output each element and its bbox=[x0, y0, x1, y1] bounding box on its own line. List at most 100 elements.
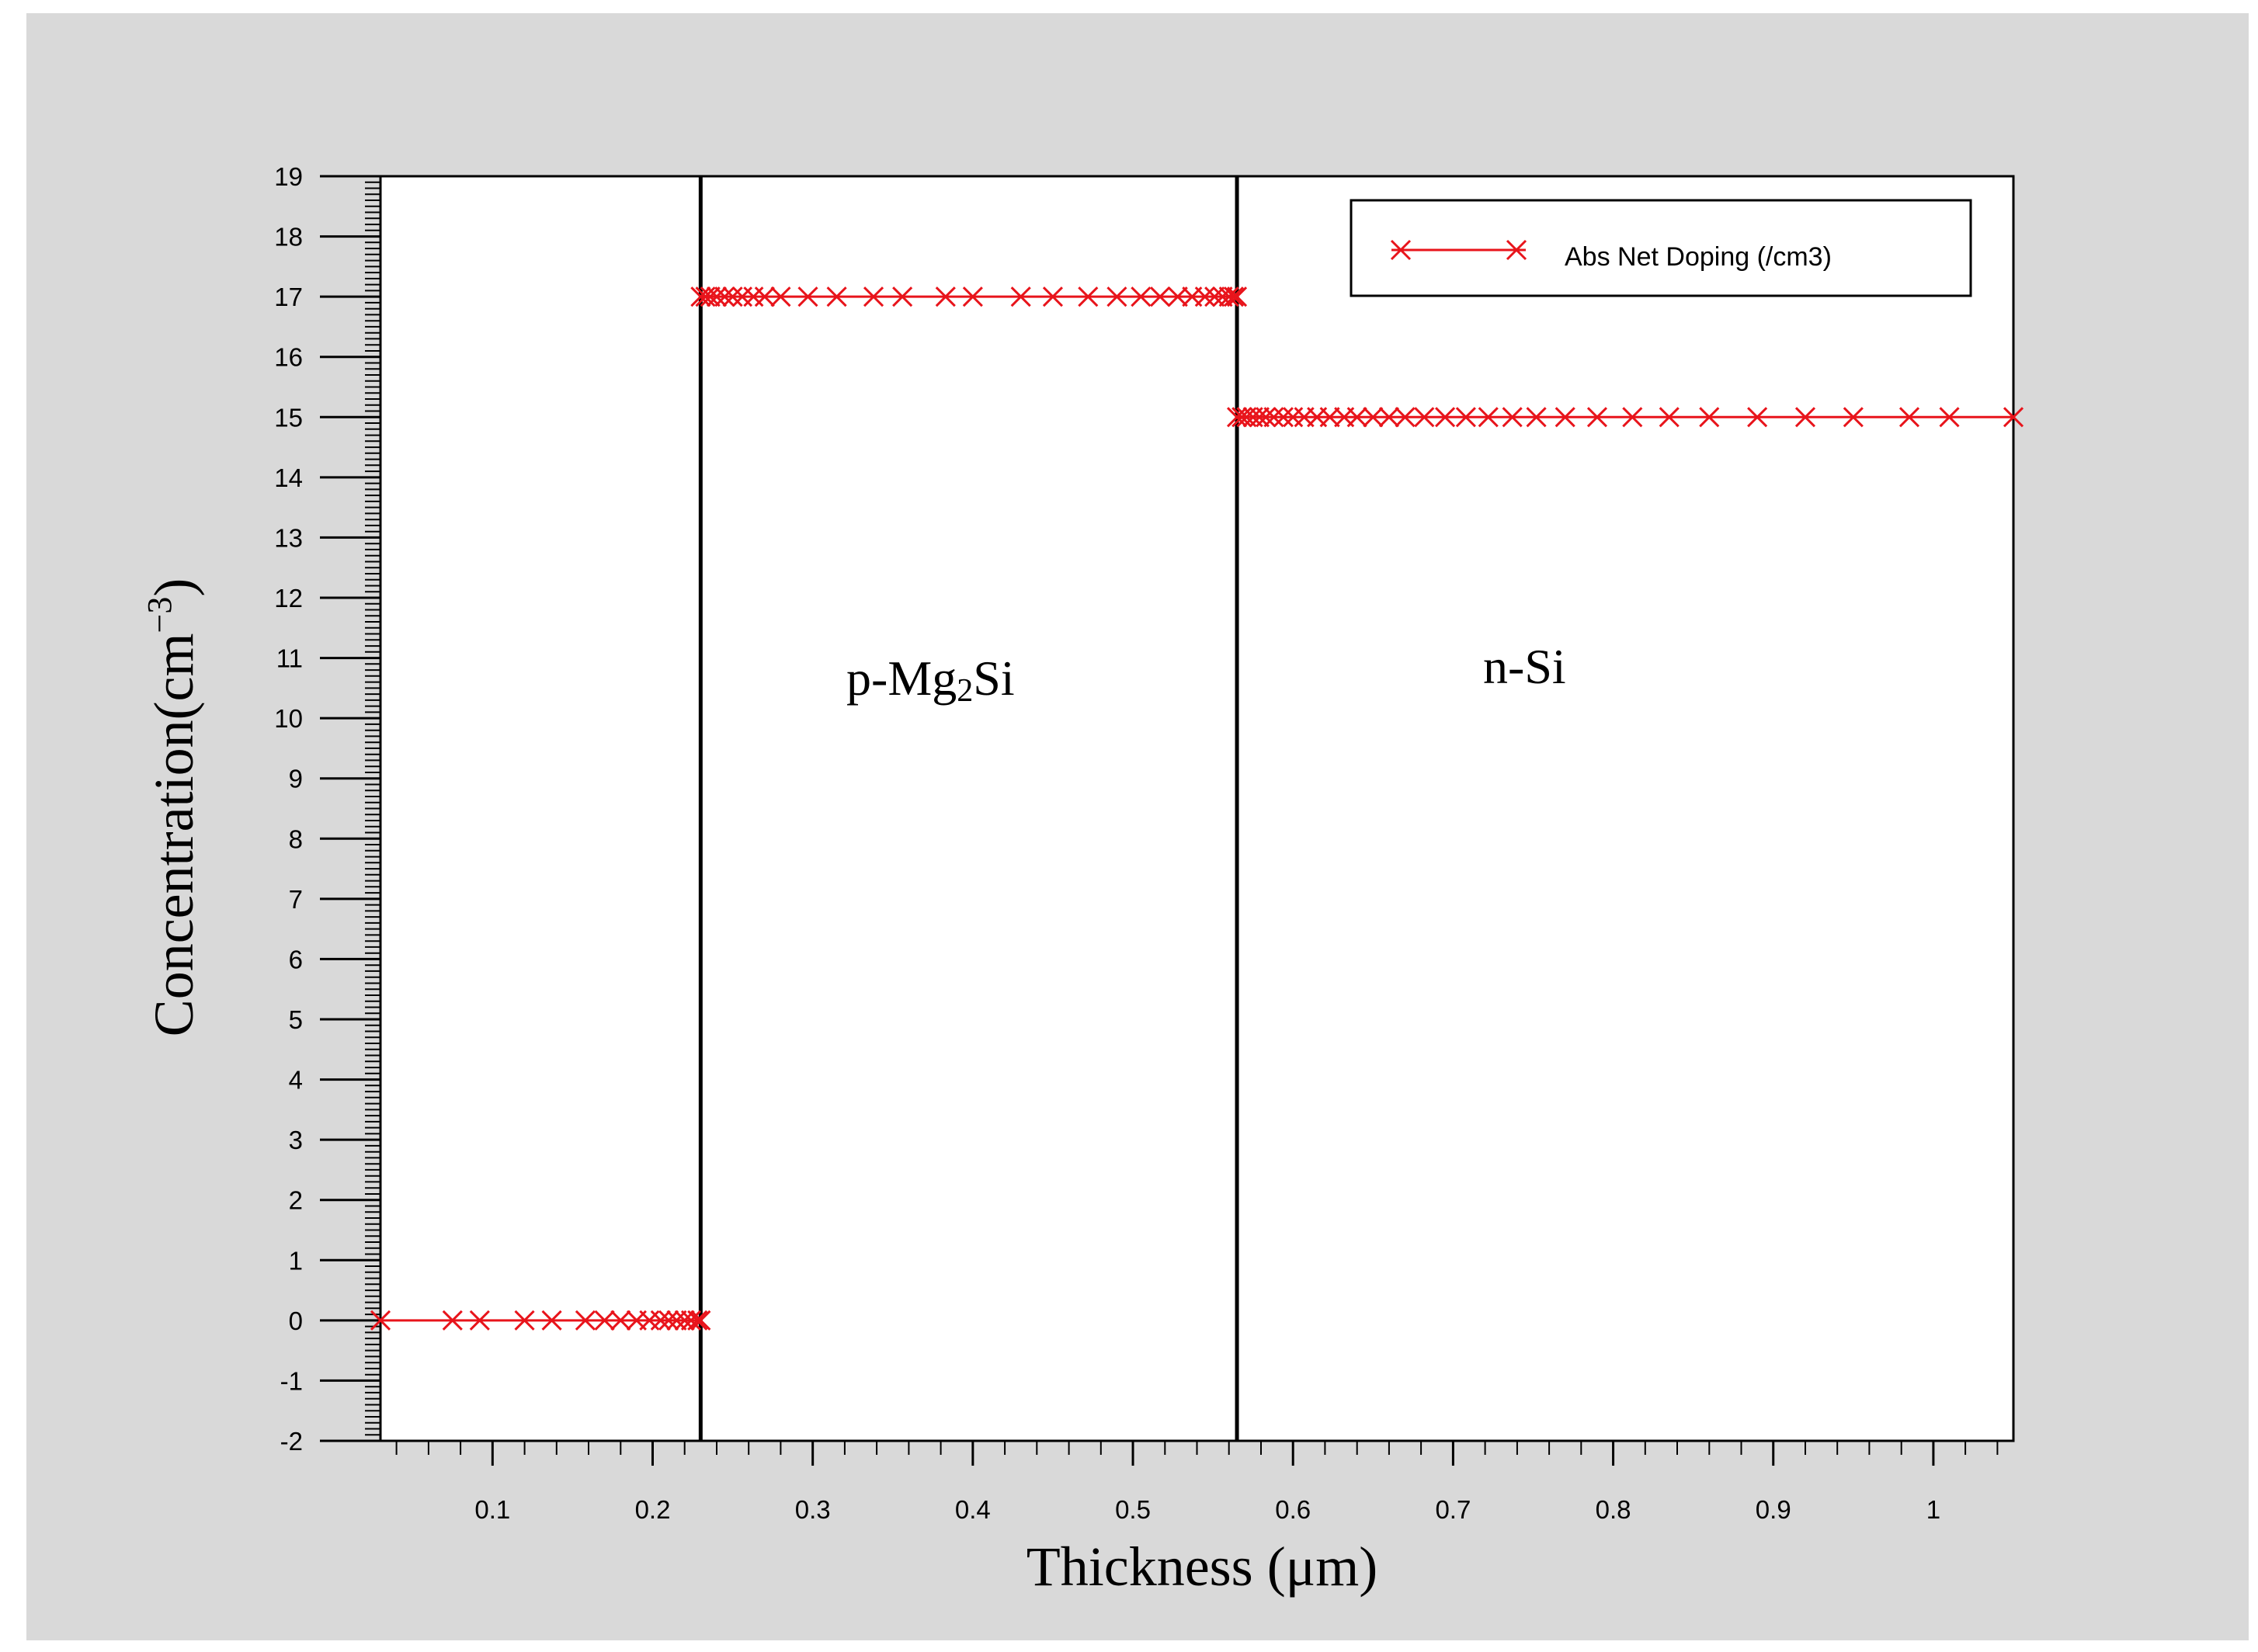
y-tick-label: 17 bbox=[274, 283, 303, 311]
y-tick-label: 1 bbox=[289, 1246, 303, 1275]
y-tick-label: 10 bbox=[274, 704, 303, 733]
data-point-marker bbox=[1395, 407, 1416, 428]
data-point-marker bbox=[1010, 286, 1031, 307]
x-axis: 0.1 0.2 0.3 0.4 0.5 0.6 0.7 0.8 0.9 1 bbox=[474, 1441, 1940, 1524]
data-point-marker bbox=[1078, 286, 1099, 307]
data-point-marker bbox=[690, 1310, 711, 1331]
x-tick-label: 0.1 bbox=[474, 1495, 510, 1524]
data-point-marker bbox=[863, 286, 884, 307]
data-point-marker bbox=[680, 1310, 702, 1331]
data-point-marker bbox=[575, 1310, 596, 1331]
x-tick-label: 0.3 bbox=[795, 1495, 831, 1524]
y-tick-label: 16 bbox=[274, 343, 303, 372]
y-tick-label: 6 bbox=[289, 945, 303, 974]
data-point-marker bbox=[1659, 407, 1680, 428]
legend-label: Abs Net Doping (/cm3) bbox=[1565, 242, 1832, 272]
y-tick-label: 0 bbox=[289, 1307, 303, 1335]
data-point-marker bbox=[1794, 407, 1816, 428]
data-point-marker bbox=[650, 1310, 671, 1331]
data-point-marker bbox=[1273, 407, 1294, 428]
data-point-marker bbox=[1526, 407, 1547, 428]
data-point-marker bbox=[1414, 407, 1435, 428]
data-point-marker bbox=[722, 286, 743, 307]
data-point-marker bbox=[1223, 286, 1244, 307]
data-point-marker bbox=[1699, 407, 1720, 428]
data-point-marker bbox=[1435, 407, 1456, 428]
plot-area bbox=[379, 175, 2015, 1442]
data-point-marker bbox=[770, 286, 791, 307]
data-point-marker bbox=[1555, 407, 1575, 428]
y-tick-label: 3 bbox=[289, 1126, 303, 1154]
y-tick-label: -1 bbox=[280, 1366, 303, 1395]
data-point-marker bbox=[1167, 286, 1188, 307]
data-point-marker bbox=[1263, 407, 1284, 428]
layer-boundaries bbox=[698, 176, 1239, 1441]
y-tick-label: 15 bbox=[274, 403, 303, 432]
data-point-marker bbox=[1455, 407, 1476, 428]
data-point-marker bbox=[658, 1310, 679, 1331]
data-point-marker bbox=[1843, 407, 1864, 428]
data-point-marker bbox=[1346, 407, 1367, 428]
region-label-n-si: n-Si bbox=[1483, 639, 1566, 694]
y-tick-label: 2 bbox=[289, 1186, 303, 1215]
data-point-marker bbox=[1256, 407, 1277, 428]
data-point-marker bbox=[962, 286, 983, 307]
y-axis-title-superscript: −3 bbox=[141, 597, 179, 633]
y-axis-title: Concentration(cm−3) bbox=[141, 578, 205, 1037]
data-point-marker bbox=[754, 286, 775, 307]
y-axis-title-main: Concentration(cm bbox=[143, 633, 205, 1036]
data-point-marker bbox=[1898, 407, 1920, 428]
data-point-marker bbox=[1106, 286, 1127, 307]
x-tick-label: 0.5 bbox=[1115, 1495, 1151, 1524]
x-tick-label: 0.6 bbox=[1275, 1495, 1311, 1524]
y-tick-label: 12 bbox=[274, 584, 303, 613]
x-tick-label: 0.7 bbox=[1435, 1495, 1471, 1524]
data-point-marker bbox=[2003, 407, 2024, 428]
y-tick-label: 5 bbox=[289, 1005, 303, 1034]
data-point-marker bbox=[1586, 407, 1608, 428]
x-tick-label: 1 bbox=[1926, 1495, 1940, 1524]
data-point-marker bbox=[935, 286, 956, 307]
legend-box bbox=[1350, 199, 1972, 297]
data-point-marker bbox=[1363, 407, 1384, 428]
x-tick-label: 0.4 bbox=[955, 1495, 991, 1524]
data-point-marker bbox=[1131, 286, 1152, 307]
data-point-marker bbox=[1747, 407, 1768, 428]
data-point-marker bbox=[892, 286, 913, 307]
data-point-marker bbox=[826, 286, 847, 307]
region-label-n-main: n-Si bbox=[1483, 639, 1566, 694]
data-point-marker bbox=[442, 1310, 463, 1331]
data-point-marker bbox=[1939, 407, 1960, 428]
data-point-marker bbox=[1226, 407, 1248, 428]
data-point-marker bbox=[690, 286, 711, 307]
data-point-marker bbox=[706, 286, 728, 307]
data-point-marker bbox=[714, 286, 735, 307]
data-point-marker bbox=[610, 1310, 631, 1331]
data-point-marker bbox=[687, 1310, 708, 1331]
data-point-marker bbox=[1194, 286, 1215, 307]
y-tick-label: 18 bbox=[274, 223, 303, 252]
data-point-marker bbox=[1150, 286, 1171, 307]
legend-marker bbox=[1390, 239, 1527, 261]
y-minor-ticks bbox=[365, 175, 380, 1442]
region-label-p-tail: Si bbox=[973, 651, 1014, 706]
data-point-marker bbox=[1502, 407, 1523, 428]
y-tick-label: 9 bbox=[289, 765, 303, 793]
data-point-marker bbox=[797, 286, 818, 307]
legend: Abs Net Doping (/cm3) bbox=[1350, 199, 1972, 297]
data-point-marker bbox=[1218, 286, 1239, 307]
data-point-marker bbox=[1249, 407, 1270, 428]
data-point-marker bbox=[469, 1310, 490, 1331]
data-point-marker bbox=[666, 1310, 687, 1331]
data-point-marker bbox=[1226, 286, 1248, 307]
x-tick-label: 0.2 bbox=[635, 1495, 671, 1524]
data-point-marker bbox=[594, 1310, 615, 1331]
data-point-marker bbox=[541, 1310, 562, 1331]
y-tick-label: 14 bbox=[274, 463, 303, 492]
data-point-marker bbox=[1042, 286, 1064, 307]
x-tick-label: 0.9 bbox=[1756, 1495, 1791, 1524]
y-tick-label: 13 bbox=[274, 523, 303, 552]
y-tick-label: 8 bbox=[289, 824, 303, 853]
y-tick-label: -2 bbox=[280, 1427, 303, 1456]
